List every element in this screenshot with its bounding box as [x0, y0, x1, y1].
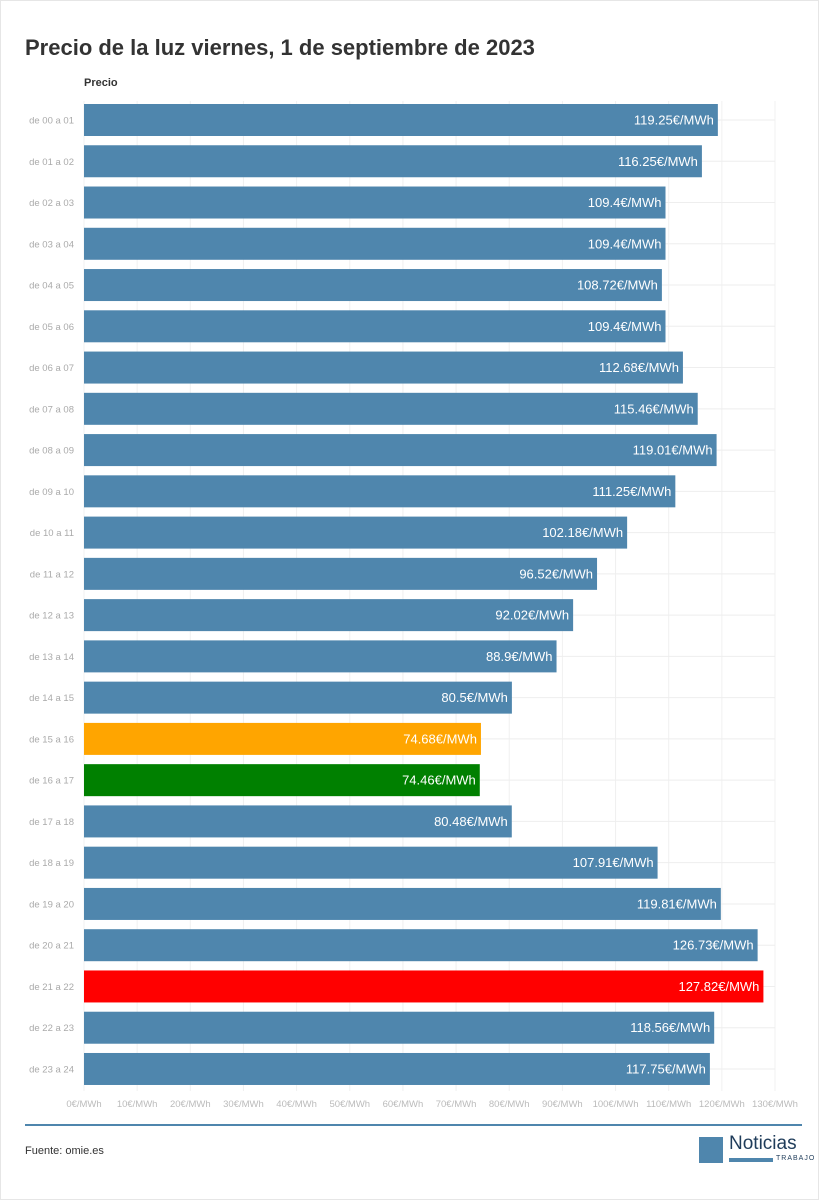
category-label: de 15 a 16 — [29, 734, 74, 745]
data-label: 118.56€/MWh — [630, 1020, 710, 1035]
bar — [84, 434, 717, 467]
data-label: 115.46€/MWh — [614, 401, 694, 416]
category-label: de 04 a 05 — [29, 281, 74, 292]
x-tick-label: 70€/MWh — [436, 1099, 477, 1110]
data-label: 74.68€/MWh — [403, 731, 477, 746]
category-label: de 11 a 12 — [30, 569, 74, 580]
category-label: de 08 a 09 — [29, 446, 74, 457]
data-label: 80.5€/MWh — [441, 690, 507, 705]
data-label: 117.75€/MWh — [626, 1061, 706, 1076]
logo-name: Noticias — [729, 1133, 797, 1154]
data-label: 109.4€/MWh — [588, 236, 662, 251]
bar-chart: 0€/MWh 10€/MWh 20€/MWh 30€/MWh 40€/MWh 50€/MW… — [29, 101, 798, 1110]
x-tick-label: 50€/MWh — [329, 1099, 370, 1110]
bar — [84, 269, 662, 302]
data-label: 88.9€/MWh — [486, 649, 552, 664]
bar — [84, 681, 512, 714]
bar — [84, 310, 666, 343]
bar — [84, 722, 481, 755]
logo-sub: TRABAJO — [776, 1155, 816, 1162]
x-tick-label: 20€/MWh — [170, 1099, 211, 1110]
category-label: de 20 a 21 — [29, 941, 74, 952]
x-tick-label: 90€/MWh — [542, 1099, 583, 1110]
logo-bar — [729, 1158, 773, 1162]
x-tick-label: 30€/MWh — [223, 1099, 264, 1110]
x-tick-label: 100€/MWh — [593, 1099, 639, 1110]
bar — [84, 351, 683, 384]
data-label: 74.46€/MWh — [402, 773, 476, 788]
bar — [84, 145, 702, 178]
category-label: de 16 a 17 — [29, 776, 74, 787]
data-label: 80.48€/MWh — [434, 814, 508, 829]
footer-divider — [25, 1124, 802, 1126]
data-label: 116.25€/MWh — [618, 154, 698, 169]
bar — [84, 970, 764, 1003]
category-label: de 13 a 14 — [29, 652, 74, 663]
noticias-trabajo-logo: Noticias TRABAJO — [699, 1133, 814, 1165]
category-label: de 21 a 22 — [29, 982, 74, 993]
category-label: de 22 a 23 — [29, 1023, 74, 1034]
bar — [84, 186, 666, 219]
bar — [84, 475, 676, 508]
bar — [84, 764, 480, 797]
data-label: 127.82€/MWh — [678, 979, 759, 994]
bar — [84, 516, 628, 549]
source-text: Fuente: omie.es — [25, 1145, 104, 1157]
x-tick-label: 40€/MWh — [276, 1099, 317, 1110]
category-label: de 14 a 15 — [29, 693, 74, 704]
x-tick-label: 10€/MWh — [117, 1099, 158, 1110]
bar — [84, 929, 758, 962]
category-label: de 09 a 10 — [29, 487, 74, 498]
bar — [84, 392, 698, 425]
data-label: 108.72€/MWh — [577, 278, 658, 293]
category-label: de 17 a 18 — [29, 817, 74, 828]
x-tick-label: 60€/MWh — [383, 1099, 424, 1110]
bar — [84, 557, 598, 590]
bar — [84, 846, 658, 879]
bar — [84, 640, 557, 673]
data-label: 119.01€/MWh — [633, 443, 713, 458]
bar — [84, 1011, 715, 1044]
data-label: 111.25€/MWh — [592, 484, 671, 499]
category-label: de 18 a 19 — [29, 858, 74, 869]
data-label: 126.73€/MWh — [673, 938, 754, 953]
category-label: de 00 a 01 — [29, 116, 74, 127]
bar — [84, 599, 574, 632]
bar — [84, 104, 718, 136]
category-label: de 03 a 04 — [29, 239, 74, 250]
data-label: 109.4€/MWh — [588, 319, 662, 334]
data-label: 92.02€/MWh — [495, 608, 569, 623]
series-label: Precio — [84, 77, 118, 89]
bar — [84, 805, 512, 838]
logo-mark-icon — [699, 1137, 723, 1163]
category-label: de 07 a 08 — [29, 404, 74, 415]
bar — [84, 887, 721, 920]
category-label: de 19 a 20 — [29, 899, 74, 910]
x-tick-label: 80€/MWh — [489, 1099, 530, 1110]
data-label: 109.4€/MWh — [588, 195, 662, 210]
data-label: 96.52€/MWh — [519, 566, 593, 581]
category-label: de 05 a 06 — [29, 322, 74, 333]
data-label: 112.68€/MWh — [599, 360, 679, 375]
data-label: 119.81€/MWh — [637, 896, 717, 911]
x-tick-label: 110€/MWh — [646, 1099, 691, 1110]
category-label: de 23 a 24 — [29, 1064, 74, 1075]
data-label: 107.91€/MWh — [573, 855, 654, 870]
bar — [84, 1052, 710, 1085]
x-tick-label: 120€/MWh — [699, 1099, 745, 1110]
category-label: de 12 a 13 — [29, 611, 74, 622]
category-label: de 06 a 07 — [29, 363, 74, 374]
category-label: de 10 a 11 — [30, 528, 74, 539]
bar — [84, 227, 666, 260]
data-label: 102.18€/MWh — [542, 525, 623, 540]
x-tick-label: 130€/MWh — [752, 1099, 798, 1110]
x-tick-label: 0€/MWh — [66, 1099, 101, 1110]
chart-title: Precio de la luz viernes, 1 de septiembr… — [25, 35, 535, 60]
data-label: 119.25€/MWh — [634, 113, 714, 128]
category-label: de 02 a 03 — [29, 198, 74, 209]
category-label: de 01 a 02 — [29, 157, 74, 168]
